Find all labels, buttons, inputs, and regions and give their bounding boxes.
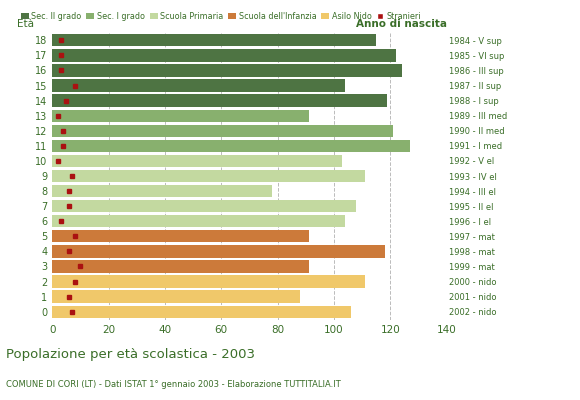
Bar [52,79,345,92]
Text: Età: Età [17,19,34,29]
Bar [52,64,401,77]
Bar [52,140,410,152]
Text: Anno di nascita: Anno di nascita [356,19,447,29]
Bar [52,49,396,62]
Bar [52,275,365,288]
Bar [52,260,309,273]
Bar [52,110,309,122]
Bar [52,245,385,258]
Bar [52,290,300,303]
Bar [52,215,345,228]
Legend: Sec. II grado, Sec. I grado, Scuola Primaria, Scuola dell'Infanzia, Asilo Nido, : Sec. II grado, Sec. I grado, Scuola Prim… [21,12,421,20]
Bar [52,306,351,318]
Bar [52,34,376,46]
Bar [52,155,342,167]
Bar [52,124,393,137]
Text: Popolazione per età scolastica - 2003: Popolazione per età scolastica - 2003 [6,348,255,361]
Text: COMUNE DI CORI (LT) - Dati ISTAT 1° gennaio 2003 - Elaborazione TUTTITALIA.IT: COMUNE DI CORI (LT) - Dati ISTAT 1° genn… [6,380,340,389]
Bar [52,200,357,212]
Bar [52,230,309,242]
Bar [52,94,387,107]
Bar [52,170,365,182]
Bar [52,185,272,197]
